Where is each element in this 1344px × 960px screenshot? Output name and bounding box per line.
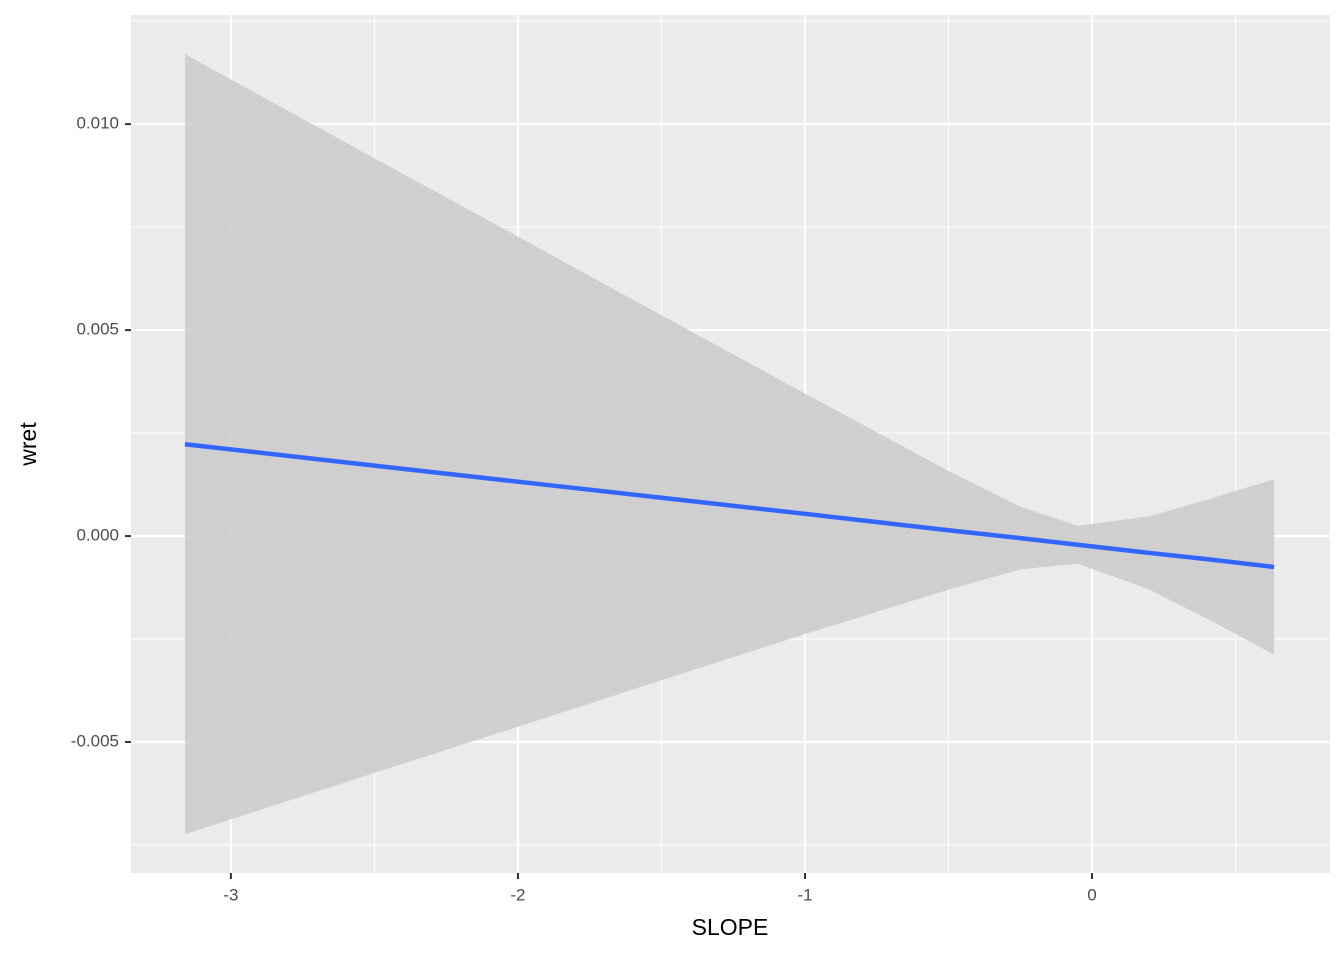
y-tick-label: -0.005 xyxy=(71,731,119,750)
y-tick-label: 0.010 xyxy=(76,114,119,133)
confidence-band xyxy=(184,54,1275,835)
y-tick-label: 0.005 xyxy=(76,320,119,339)
y-axis-title: wret xyxy=(15,422,41,467)
x-axis-title: SLOPE xyxy=(692,914,769,940)
x-tick-label: -1 xyxy=(797,885,812,904)
y-tick-label: 0.000 xyxy=(76,526,119,545)
x-tick-label: 0 xyxy=(1087,885,1096,904)
x-tick-label: -2 xyxy=(510,885,525,904)
x-tick-label: -3 xyxy=(223,885,238,904)
fit-line xyxy=(184,441,1275,570)
